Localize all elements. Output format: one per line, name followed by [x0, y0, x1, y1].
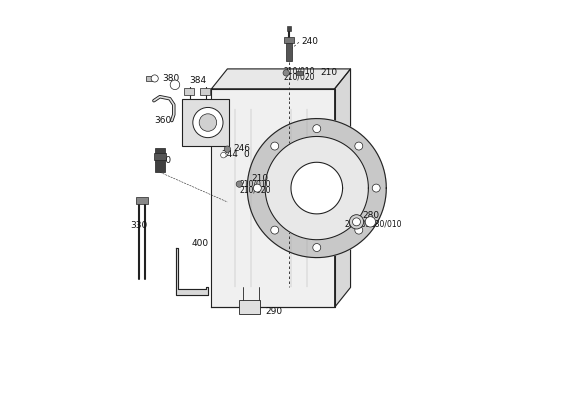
- Circle shape: [193, 108, 223, 138]
- Text: 240: 240: [301, 37, 318, 46]
- Text: 384: 384: [190, 76, 207, 85]
- Bar: [200, 88, 209, 95]
- Text: 400: 400: [192, 239, 209, 248]
- Circle shape: [372, 184, 380, 192]
- Bar: [286, 41, 292, 61]
- Circle shape: [353, 218, 361, 226]
- Polygon shape: [247, 118, 386, 258]
- FancyBboxPatch shape: [238, 300, 260, 314]
- Text: 210: 210: [321, 68, 338, 77]
- Circle shape: [221, 152, 226, 158]
- Text: 380: 380: [162, 74, 179, 83]
- Bar: [155, 148, 165, 172]
- Polygon shape: [212, 89, 335, 307]
- Circle shape: [365, 217, 376, 227]
- Circle shape: [170, 80, 180, 90]
- Text: 340: 340: [154, 156, 171, 165]
- Circle shape: [254, 184, 261, 192]
- Bar: [136, 197, 148, 204]
- Text: 280: 280: [362, 211, 380, 220]
- Polygon shape: [212, 69, 350, 89]
- Polygon shape: [265, 136, 368, 240]
- Text: 210: 210: [251, 174, 268, 183]
- Bar: [286, 26, 291, 31]
- Text: 280/010: 280/010: [370, 219, 402, 228]
- Text: 0: 0: [243, 150, 249, 159]
- Text: 360: 360: [154, 116, 171, 125]
- Circle shape: [355, 142, 363, 150]
- Circle shape: [236, 181, 242, 187]
- Text: 210/010: 210/010: [283, 66, 315, 76]
- Bar: [154, 153, 166, 160]
- Polygon shape: [291, 162, 342, 214]
- Bar: [296, 71, 303, 75]
- Circle shape: [271, 226, 278, 234]
- Circle shape: [224, 146, 230, 152]
- Circle shape: [313, 244, 321, 252]
- Text: 330: 330: [130, 221, 147, 230]
- Bar: [284, 37, 294, 43]
- Circle shape: [271, 142, 278, 150]
- Text: 290: 290: [265, 307, 282, 316]
- Circle shape: [349, 215, 363, 229]
- Bar: [182, 99, 229, 146]
- Text: 210/010: 210/010: [239, 180, 271, 189]
- Polygon shape: [335, 69, 350, 307]
- Text: 246: 246: [233, 144, 250, 153]
- Circle shape: [283, 70, 289, 76]
- Circle shape: [199, 114, 217, 131]
- Text: 280/020: 280/020: [345, 219, 376, 228]
- Text: 244: 244: [221, 150, 238, 159]
- Circle shape: [355, 226, 363, 234]
- Bar: [146, 76, 155, 81]
- Polygon shape: [176, 248, 208, 295]
- Circle shape: [151, 75, 158, 82]
- Circle shape: [313, 125, 321, 133]
- Text: 210/020: 210/020: [283, 72, 315, 81]
- Bar: [184, 88, 194, 95]
- Text: 210/020: 210/020: [239, 185, 271, 194]
